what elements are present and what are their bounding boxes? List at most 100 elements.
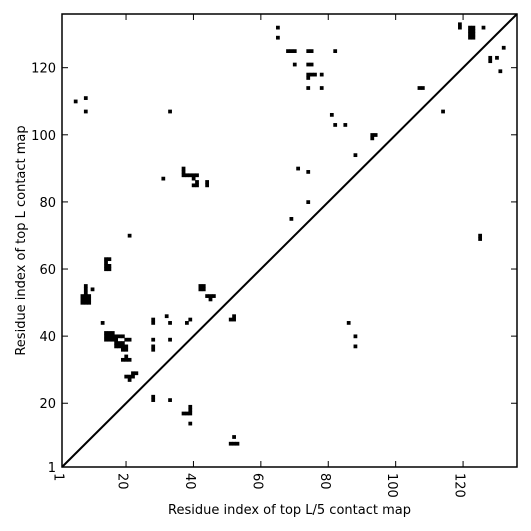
contact-cell — [83, 284, 88, 288]
contact-cell — [488, 55, 493, 60]
contact-cell — [370, 133, 375, 137]
y-axis-label: Residue index of top L contact map — [14, 125, 29, 355]
x-tick-label: 120 — [452, 473, 467, 498]
y-tick-label: 20 — [39, 397, 56, 412]
contact-cell — [87, 294, 92, 298]
contact-cell — [306, 170, 311, 174]
contact-cell — [120, 334, 125, 339]
contact-cell — [313, 72, 317, 77]
contact-cell — [120, 347, 125, 352]
contact-cell — [80, 297, 85, 302]
contact-cell — [83, 297, 88, 302]
contact-cell — [191, 176, 196, 181]
contact-cell — [296, 166, 301, 171]
y-tick-label: 120 — [31, 62, 56, 77]
contact-cell — [353, 153, 358, 158]
contact-cell — [276, 35, 280, 40]
contact-cell — [333, 123, 338, 127]
contact-cell — [306, 62, 311, 67]
contact-cell — [468, 35, 472, 40]
contact-cell — [168, 109, 172, 114]
contact-cell — [188, 173, 193, 178]
contact-cell — [131, 374, 135, 379]
contact-cell — [195, 180, 199, 184]
contact-cell — [124, 374, 129, 379]
contact-cell — [232, 317, 236, 322]
contact-cell — [151, 321, 156, 325]
contact-cell — [495, 55, 499, 60]
contact-cell — [373, 133, 378, 137]
x-tick-label: 100 — [384, 473, 399, 498]
contact-cell — [83, 290, 88, 295]
contact-cell — [441, 109, 445, 114]
contact-cell — [117, 344, 122, 349]
contact-cell — [181, 166, 186, 171]
contact-cell — [83, 287, 88, 292]
contact-cell — [104, 263, 108, 268]
contact-cell — [329, 112, 334, 117]
contact-cell — [114, 334, 119, 339]
contact-cell — [151, 344, 156, 349]
contact-cell — [114, 344, 119, 349]
contact-cell — [292, 62, 297, 67]
contact-cell — [151, 317, 156, 322]
contact-cell — [107, 267, 112, 272]
contact-cell — [120, 344, 125, 349]
contact-cell — [151, 398, 156, 402]
plot-frame — [61, 13, 518, 468]
contact-cell — [346, 321, 351, 325]
contact-cell — [333, 49, 338, 53]
contact-cell — [188, 408, 193, 413]
contact-cell — [276, 25, 280, 30]
y-tick-label: 80 — [39, 196, 56, 211]
contact-cell — [114, 337, 119, 342]
contact-cell — [110, 334, 115, 339]
contact-cell — [188, 421, 193, 426]
contact-cell — [83, 96, 88, 100]
contact-cell — [468, 32, 472, 37]
contact-cell — [343, 123, 348, 127]
contact-cell — [168, 398, 172, 402]
contact-cell — [188, 411, 193, 416]
contact-cell — [205, 180, 210, 184]
contact-cell — [164, 314, 169, 319]
contact-cell — [195, 183, 199, 188]
x-tick-label: 40 — [182, 473, 197, 490]
contact-cell — [188, 317, 193, 322]
y-tick-label: 40 — [39, 330, 56, 345]
contact-cell — [205, 183, 210, 188]
contact-cell — [87, 297, 92, 302]
contact-cell — [458, 25, 462, 30]
contact-cell — [353, 334, 358, 339]
contact-cell — [201, 284, 206, 288]
contact-cell — [185, 411, 189, 416]
contact-cell — [127, 337, 132, 342]
contact-cell — [498, 69, 503, 74]
contact-cell — [478, 233, 483, 238]
contact-cell — [468, 29, 472, 33]
contact-cell — [188, 404, 193, 409]
contact-cell — [289, 49, 294, 53]
diagonal-line — [61, 13, 518, 468]
contact-cell — [481, 25, 486, 30]
contact-cell — [107, 263, 112, 268]
contact-cell — [289, 217, 294, 221]
contact-cell — [232, 314, 236, 319]
contact-cell — [319, 86, 324, 90]
contact-cell — [110, 331, 115, 335]
contact-cell — [292, 49, 297, 53]
contact-cell — [124, 344, 129, 349]
contact-cell — [161, 176, 166, 181]
contact-cell — [309, 62, 314, 67]
contact-cell — [309, 49, 314, 53]
contact-cell — [181, 170, 186, 174]
contact-cell — [211, 294, 216, 298]
contact-cell — [306, 49, 311, 53]
contact-cell — [151, 347, 156, 352]
contact-cell — [107, 337, 112, 342]
contact-cell — [127, 374, 132, 379]
contact-cell — [306, 86, 311, 90]
contact-cell — [127, 233, 132, 238]
contact-cell — [114, 341, 119, 345]
